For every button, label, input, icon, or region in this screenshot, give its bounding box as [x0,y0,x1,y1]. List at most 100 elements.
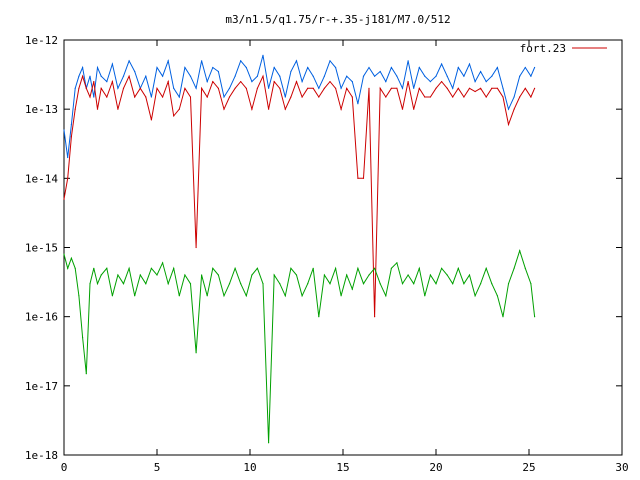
data-point [256,267,258,269]
data-point [273,66,275,69]
data-point [418,267,420,269]
data-point [82,75,84,77]
data-point [85,373,87,375]
data-point [340,87,342,89]
data-point [295,81,298,83]
data-point [457,267,459,269]
data-point [307,66,309,69]
data-point [474,295,476,297]
data-point [268,108,270,110]
data-point [424,96,426,98]
data-point [206,96,208,98]
x-tick-label: 15 [336,461,349,474]
data-point [323,75,325,77]
data-point [145,75,147,77]
data-point [534,66,536,69]
data-point [82,66,84,69]
data-point [279,87,281,89]
data-point [491,283,493,285]
data-point [93,267,95,269]
data-point [256,87,258,89]
data-point [228,96,231,98]
data-point [457,66,459,69]
data-point [122,75,125,77]
data-point [78,295,80,297]
data-point [93,81,95,83]
data-point [413,108,415,110]
data-point [228,87,231,89]
data-point [452,283,454,285]
series-1 [63,74,536,318]
data-point [117,274,119,276]
data-point [217,70,219,73]
data-point [240,81,242,83]
data-point [435,75,437,77]
data-point [256,75,258,77]
data-point [385,81,387,83]
data-point [78,87,80,89]
data-point [318,316,320,318]
data-point [534,316,536,318]
data-point [290,267,292,269]
data-point [329,81,331,83]
data-point [329,283,331,285]
data-point [78,75,80,77]
data-point [407,81,409,83]
x-tick-label: 5 [154,461,161,474]
y-tick-label: 1e-16 [25,311,58,324]
data-point [312,267,314,269]
data-point [67,156,69,159]
data-point [162,262,164,264]
data-point [117,87,119,89]
data-point [530,283,532,285]
data-point [524,267,526,269]
data-point [379,87,381,89]
data-point [295,60,298,62]
data-point [502,96,504,98]
data-point [435,283,437,285]
data-point [162,96,164,98]
data-point [128,75,130,77]
data-point [418,87,420,89]
data-point [413,283,415,285]
data-point [106,96,108,98]
data-point [323,87,325,89]
data-point [217,87,219,89]
data-point [134,295,136,297]
data-point [357,267,359,269]
data-point [401,87,404,89]
data-point [513,267,515,269]
data-point [485,96,487,98]
data-point [312,75,314,77]
data-point [507,108,510,110]
data-point [251,274,253,276]
data-point [184,274,186,276]
data-point [485,81,487,83]
data-point [468,274,471,276]
data-point [206,295,208,297]
data-point [206,81,208,83]
data-point [195,352,197,354]
data-point [424,295,426,297]
data-point [201,60,203,62]
data-point [201,274,203,276]
x-tick-label: 0 [61,461,68,474]
y-tick-label: 1e-18 [25,449,58,462]
data-point [145,283,147,285]
data-point [134,70,136,73]
data-point [70,136,72,138]
chart-title: m3/n1.5/q1.75/r-+.35-j181/M7.0/512 [225,13,450,26]
data-point [435,87,437,89]
data-point [307,87,309,89]
data-point [173,115,175,117]
data-point [519,96,521,98]
data-point [346,274,348,276]
data-point [178,96,180,98]
data-point [96,66,99,69]
data-point [96,283,99,285]
data-point [474,81,476,83]
data-point [189,75,192,77]
data-point [93,96,95,98]
data-point [70,123,72,126]
data-point [279,75,281,77]
